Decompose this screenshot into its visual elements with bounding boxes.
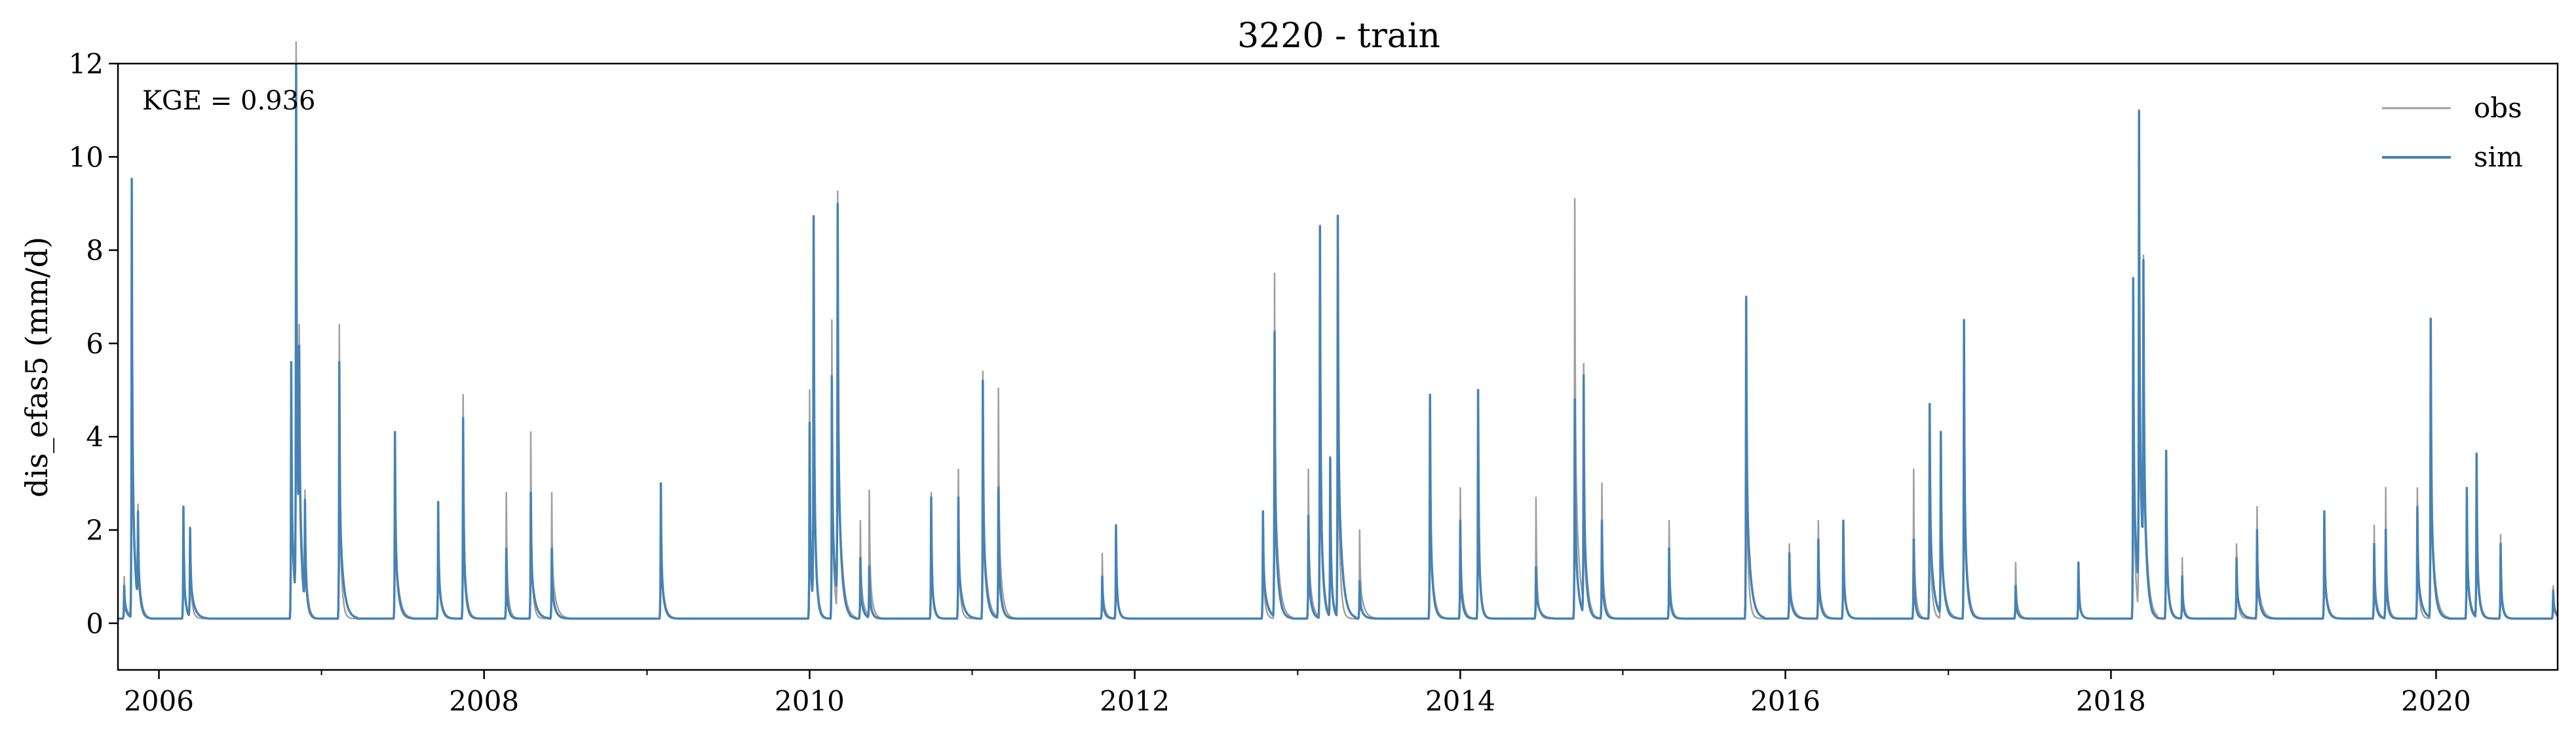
y-axis: 0 2 4 6 8 10 12: [69, 48, 118, 640]
x-tick-label: 2012: [1100, 685, 1170, 717]
kge-annotation: KGE = 0.936: [142, 86, 316, 116]
legend-label-obs: obs: [2474, 92, 2522, 124]
x-tick-label: 2010: [775, 685, 845, 717]
x-tick-label: 2014: [1425, 685, 1495, 717]
y-tick-label: 8: [86, 235, 104, 267]
legend-label-sim: sim: [2474, 141, 2523, 173]
chart-title: 3220 - train: [1237, 16, 1440, 56]
x-tick-label: 2008: [449, 685, 519, 717]
y-tick-label: 12: [69, 48, 104, 80]
y-axis-label: dis_efas5 (mm/d): [19, 237, 54, 498]
x-tick-label: 2020: [2401, 685, 2471, 717]
series-line-sim: [117, 62, 2559, 620]
y-tick-label: 2: [86, 515, 104, 547]
x-tick-label: 2006: [124, 685, 194, 717]
x-tick-label: 2018: [2076, 685, 2146, 717]
plot-frame: [117, 62, 2559, 671]
y-tick-label: 10: [69, 141, 104, 173]
legend: obs sim: [2382, 92, 2523, 173]
y-tick-label: 4: [86, 421, 104, 453]
y-tick-label: 6: [86, 328, 104, 360]
plot-area: 2006 2008 2010 2012 2014 2016 2018 2020 0 2 4 6 8 10…: [69, 41, 2559, 717]
y-tick-label: 0: [86, 608, 104, 640]
series-layer: [117, 41, 2559, 620]
x-axis: 2006 2008 2010 2012 2014 2016 2018 2020: [124, 670, 2471, 717]
x-tick-label: 2016: [1750, 685, 1820, 717]
